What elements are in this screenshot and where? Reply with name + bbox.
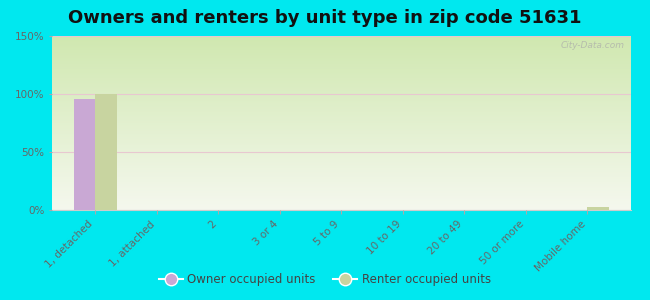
Bar	[95, 94, 116, 210]
Text: Owners and renters by unit type in zip code 51631: Owners and renters by unit type in zip c…	[68, 9, 582, 27]
Text: City-Data.com: City-Data.com	[561, 41, 625, 50]
Bar	[73, 99, 95, 210]
Bar	[588, 206, 609, 210]
Legend: Owner occupied units, Renter occupied units: Owner occupied units, Renter occupied un…	[154, 269, 496, 291]
